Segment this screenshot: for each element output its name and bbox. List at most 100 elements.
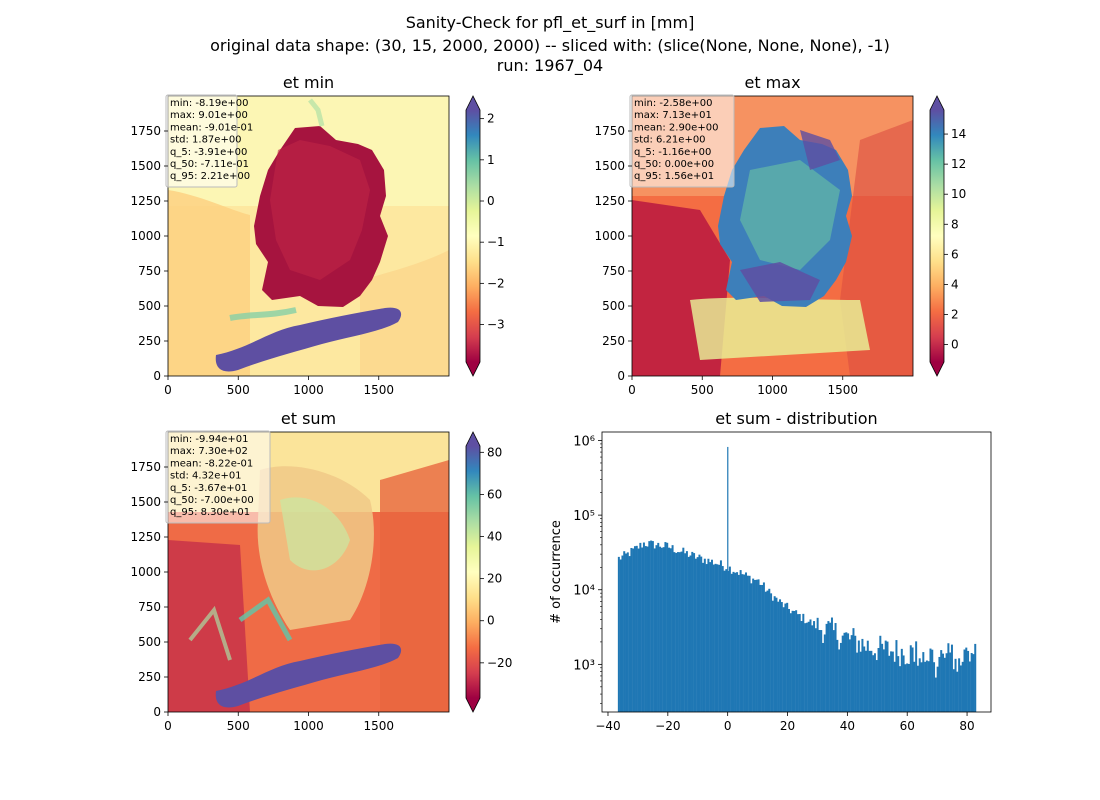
x-tick-label: −40: [595, 719, 620, 733]
histogram-bar: [712, 564, 715, 712]
histogram-bar: [703, 558, 706, 712]
histogram-bar: [635, 545, 638, 712]
histogram-bar: [746, 575, 749, 712]
distribution-axes: −40 −20 0 20 40 60 80 10³ 10⁴ 10⁵ 10⁶: [573, 435, 974, 733]
y-tick-label: 750: [138, 600, 161, 614]
histogram-bar: [716, 564, 719, 712]
histogram-bar: [961, 661, 964, 712]
histogram-bar: [820, 630, 823, 712]
colorbar-tick-label: 80: [487, 445, 502, 459]
histogram-bar: [906, 663, 909, 712]
histogram-bar: [829, 622, 832, 712]
histogram-bar: [943, 657, 946, 712]
y-tick-label: 1500: [594, 159, 625, 173]
histogram-bar: [832, 630, 835, 712]
histogram-bar: [752, 578, 755, 712]
y-tick-label: 0: [153, 369, 161, 383]
histogram-bar: [879, 635, 882, 712]
histogram-bar: [651, 541, 654, 712]
histogram-bar: [762, 582, 765, 712]
histogram-bar: [668, 547, 670, 712]
histogram-bar: [822, 642, 825, 712]
stat-line: max: 7.13e+01: [634, 110, 712, 121]
y-tick-label: 750: [138, 264, 161, 278]
y-tick-label: 250: [138, 334, 161, 348]
histogram-bar: [907, 663, 910, 712]
histogram-bar: [839, 642, 842, 712]
stat-line: min: -9.94e+01: [170, 434, 249, 445]
histogram-bar: [673, 552, 676, 712]
colorbar-tick-label: 14: [951, 127, 966, 141]
histogram-bar: [814, 628, 817, 712]
histogram-bar: [784, 603, 787, 712]
histogram-bar: [904, 664, 907, 712]
histogram-bar: [909, 645, 912, 712]
colorbar-tick-label: 0: [487, 614, 495, 628]
colorbar-tick-label: 12: [951, 157, 966, 171]
histogram-bar: [802, 613, 805, 712]
histogram-bar: [929, 648, 932, 712]
stat-line: q_5: -3.91e+00: [170, 147, 247, 158]
histogram-bar: [730, 573, 733, 712]
histogram-bar: [734, 572, 737, 712]
y-tick-label: 1750: [594, 124, 625, 138]
histogram-bar: [770, 593, 773, 712]
figure-title-line-3: run: 1967_04: [496, 56, 604, 75]
colorbar-tick-label: −20: [487, 656, 512, 670]
histogram-bar: [897, 656, 900, 712]
histogram-bar: [863, 646, 866, 712]
colorbar-tick-label: −2: [487, 276, 505, 290]
histogram-bar: [873, 653, 876, 712]
histogram-bar: [655, 545, 658, 712]
histogram-bar: [623, 551, 626, 712]
histogram-bar: [866, 640, 869, 712]
x-tick-label: 80: [959, 719, 974, 733]
histogram-bar: [664, 542, 667, 712]
et-min-colorbar: 2 1 0 −1 −2 −3: [465, 95, 505, 377]
histogram-bars: [617, 446, 977, 712]
histogram-bar: [685, 551, 688, 712]
histogram-bar: [696, 557, 699, 712]
y-tick-label: 0: [153, 705, 161, 719]
histogram-bar: [847, 633, 850, 712]
histogram-bar: [882, 649, 885, 712]
histogram-bar: [940, 650, 943, 712]
histogram-bar: [766, 590, 769, 712]
histogram-bar: [970, 652, 973, 712]
x-tick-label: 1000: [293, 719, 324, 733]
stat-line: min: -8.19e+00: [170, 98, 249, 109]
histogram-bar: [800, 621, 803, 712]
histogram-bar: [795, 610, 798, 712]
stat-line: q_5: -3.67e+01: [170, 483, 247, 494]
y-tick-label: 1750: [130, 124, 161, 138]
histogram-bar: [854, 635, 857, 712]
x-tick-label: 0: [724, 719, 732, 733]
histogram-bar: [789, 613, 792, 712]
y-tick-label: 0: [617, 369, 625, 383]
y-tick-label: 10⁵: [573, 509, 595, 524]
histogram-bar: [793, 610, 796, 712]
colorbar-tick-label: −3: [487, 318, 505, 332]
histogram-bar: [813, 621, 816, 712]
histogram-bar: [888, 655, 891, 712]
histogram-bar: [761, 584, 764, 712]
histogram-bar: [718, 564, 721, 712]
histogram-bar: [900, 648, 903, 712]
x-tick-label: 1500: [827, 383, 858, 397]
histogram-bar: [911, 647, 914, 712]
colorbar-tick-label: 1: [487, 153, 495, 167]
stat-line: min: -2.58e+00: [634, 98, 713, 109]
histogram-bar: [811, 625, 814, 712]
histogram-bar: [848, 639, 851, 712]
histogram-bar: [949, 652, 952, 712]
histogram-bar: [952, 669, 955, 712]
histogram-bar: [915, 641, 918, 712]
histogram-bar: [676, 552, 679, 712]
histogram-bar: [771, 600, 774, 712]
histogram-bar: [748, 575, 751, 712]
histogram-bar: [850, 635, 853, 712]
x-tick-label: 0: [628, 383, 636, 397]
histogram-bar: [757, 579, 760, 712]
